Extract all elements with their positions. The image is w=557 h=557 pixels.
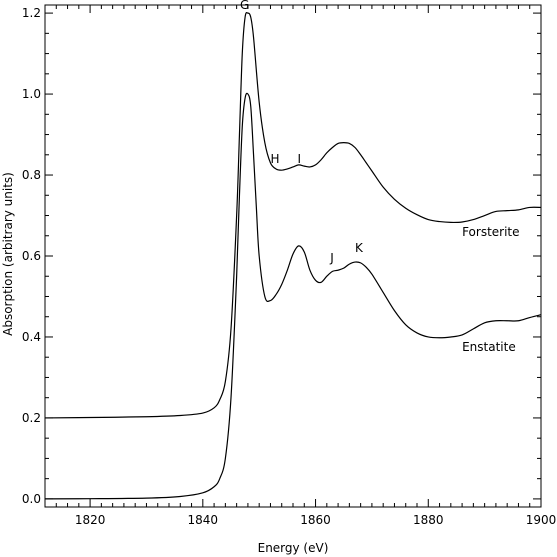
annotation-j: J <box>329 251 334 265</box>
annotation-layer: G H I J K Forsterite Enstatite <box>240 0 520 354</box>
x-tick-label: 1900 <box>526 513 557 527</box>
plot-frame <box>44 4 542 508</box>
y-axis-ticks: 0.0 0.2 0.4 0.6 0.8 1.0 1.2 <box>22 6 541 506</box>
x-axis-ticks: 1820 1840 1860 1880 1900 <box>44 5 557 527</box>
y-tick-label: 1.2 <box>22 6 41 20</box>
annotation-i: I <box>298 152 302 166</box>
y-tick-label: 0.0 <box>22 492 41 506</box>
x-axis-title: Energy (eV) <box>258 541 329 555</box>
y-tick-label: 1.0 <box>22 87 41 101</box>
y-tick-label: 0.2 <box>22 411 41 425</box>
y-axis-title: Absorption (arbitrary units) <box>1 172 15 336</box>
y-tick-label: 0.8 <box>22 168 41 182</box>
annotation-forsterite: Forsterite <box>462 225 519 239</box>
x-tick-label: 1820 <box>75 513 106 527</box>
x-tick-label: 1840 <box>188 513 219 527</box>
series-layer <box>44 11 542 500</box>
annotation-k: K <box>355 241 364 255</box>
annotation-h: H <box>270 152 279 166</box>
x-tick-label: 1880 <box>413 513 444 527</box>
series-line-enstatite <box>44 92 542 500</box>
y-tick-label: 0.4 <box>22 330 41 344</box>
series-line-forsterite <box>44 11 542 419</box>
x-tick-label: 1860 <box>300 513 331 527</box>
y-tick-label: 0.6 <box>22 249 41 263</box>
annotation-g: G <box>240 0 249 12</box>
annotation-enstatite: Enstatite <box>462 340 516 354</box>
plot-border <box>44 4 542 508</box>
